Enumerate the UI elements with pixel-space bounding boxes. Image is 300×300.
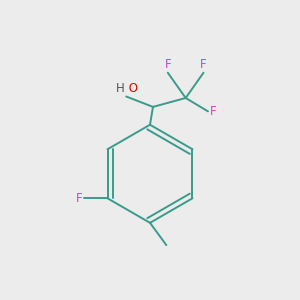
Text: F: F (200, 58, 207, 71)
Text: O: O (125, 82, 138, 95)
Text: F: F (164, 58, 171, 71)
Text: F: F (76, 192, 82, 205)
Text: H: H (116, 82, 125, 95)
Text: F: F (209, 105, 216, 118)
